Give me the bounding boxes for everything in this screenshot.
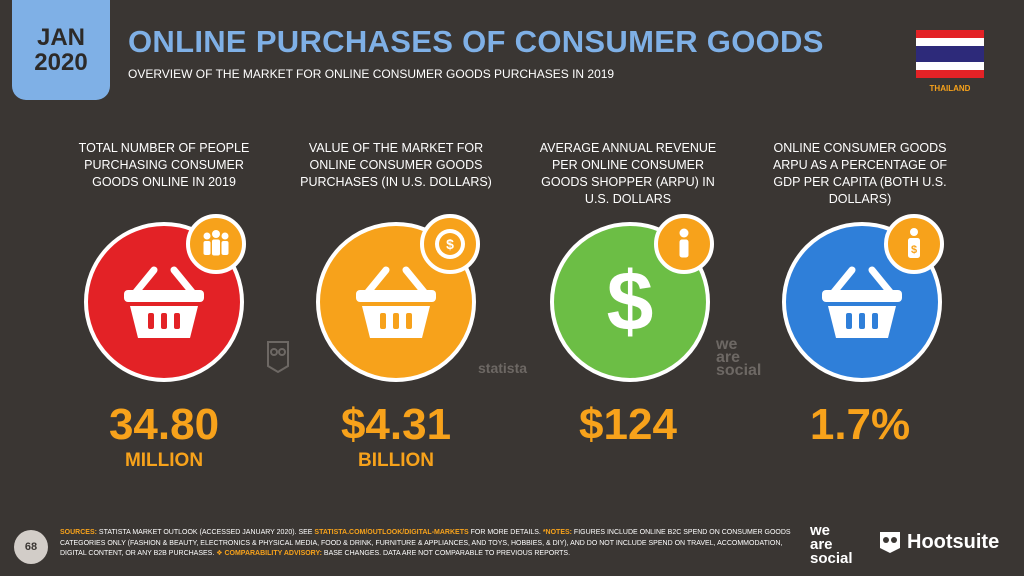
metric-value: 34.80 — [108, 400, 220, 449]
metric-label: VALUE OF THE MARKET FOR ONLINE CONSUMER … — [300, 141, 492, 189]
owl-watermark-icon — [267, 341, 289, 374]
basket-icon — [356, 266, 436, 338]
basket-icon — [124, 266, 204, 338]
footnote: SOURCES: STATISTA MARKET OUTLOOK (ACCESS… — [60, 529, 791, 557]
metric-label: TOTAL NUMBER OF PEOPLE PURCHASING CONSUM… — [78, 141, 250, 189]
date-badge: JAN 2020 — [12, 0, 110, 100]
date-year: 2020 — [34, 49, 88, 76]
hootsuite-logo: Hootsuite — [878, 530, 999, 554]
metric-value: $4.31 — [340, 400, 452, 449]
page-subtitle: OVERVIEW OF THE MARKET FOR ONLINE CONSUM… — [128, 67, 615, 81]
metric-column-4: ONLINE CONSUMER GOODS ARPU AS A PERCENTA… — [760, 140, 960, 206]
svg-text:$: $ — [607, 254, 654, 348]
owl-icon — [880, 532, 900, 553]
thailand-flag-icon — [916, 30, 984, 78]
svg-text:$: $ — [911, 244, 917, 256]
person-dollar-icon: $ — [884, 214, 944, 274]
person-icon — [654, 214, 714, 274]
basket-icon — [822, 266, 902, 338]
page-number: 68 — [14, 530, 48, 564]
statista-watermark: statista — [478, 360, 528, 376]
metric-label: ONLINE CONSUMER GOODS ARPU AS A PERCENTA… — [772, 141, 948, 206]
people-icon — [186, 214, 246, 274]
metric-unit: MILLION — [124, 450, 204, 471]
we-are-social-watermark: we are social — [716, 336, 762, 379]
metric-value: 1.7% — [809, 400, 911, 449]
dollar-seal-icon: $ — [420, 214, 480, 274]
metric-label: AVERAGE ANNUAL REVENUE PER ONLINE CONSUM… — [539, 141, 717, 206]
dollar-icon: $ — [607, 254, 654, 348]
metric-column-2: VALUE OF THE MARKET FOR ONLINE CONSUMER … — [296, 140, 496, 194]
sources-link[interactable]: STATISTA.COM/OUTLOOK/DIGITAL-MARKETS — [314, 529, 469, 536]
country-label: THAILAND — [929, 84, 971, 93]
metric-unit: BILLION — [358, 450, 434, 471]
metric-column-1: TOTAL NUMBER OF PEOPLE PURCHASING CONSUM… — [64, 140, 264, 194]
metric-column-3: AVERAGE ANNUAL REVENUE PER ONLINE CONSUM… — [528, 140, 728, 206]
metric-value: $124 — [579, 400, 677, 449]
svg-text:$: $ — [446, 236, 454, 252]
we-are-social-logo: we are social — [810, 522, 853, 567]
page-title: ONLINE PURCHASES OF CONSUMER GOODS — [128, 24, 824, 59]
date-month: JAN — [36, 23, 85, 51]
